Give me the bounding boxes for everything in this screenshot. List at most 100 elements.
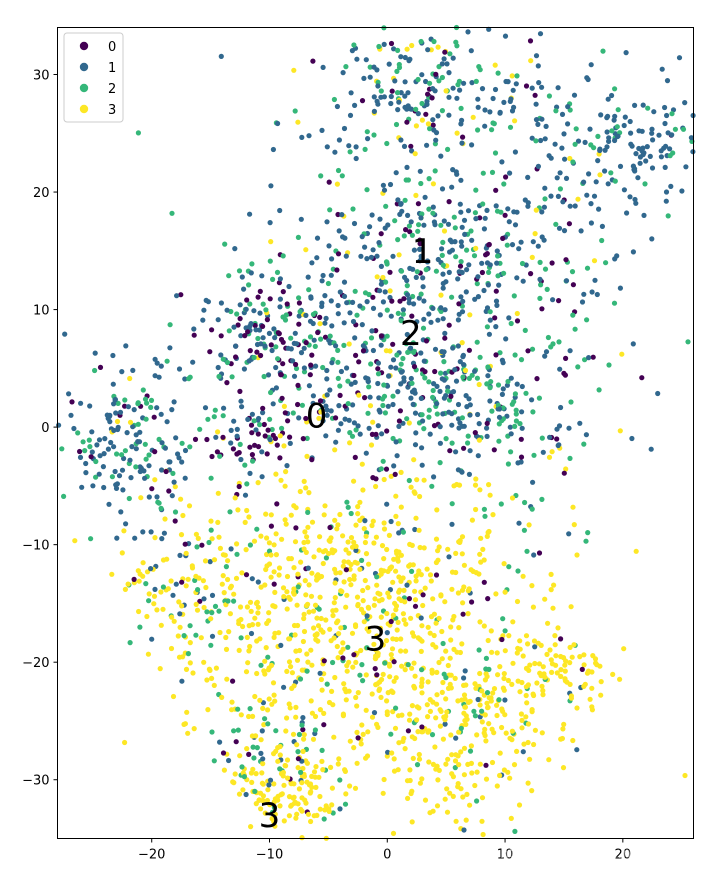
data-point-class-3 <box>351 573 357 579</box>
data-point-class-0 <box>233 354 239 360</box>
data-point-class-3 <box>416 568 422 574</box>
data-point-class-0 <box>406 596 412 602</box>
data-point-class-1 <box>231 418 237 424</box>
data-point-class-1 <box>83 470 89 476</box>
data-point-class-2 <box>608 170 614 176</box>
data-point-class-2 <box>581 441 587 447</box>
data-point-class-0 <box>334 267 340 273</box>
data-point-class-2 <box>443 436 449 442</box>
data-point-class-1 <box>461 423 467 429</box>
data-point-class-0 <box>485 596 491 602</box>
data-point-class-0 <box>407 229 413 235</box>
data-point-class-1 <box>533 53 540 59</box>
data-point-class-3 <box>146 591 152 597</box>
data-point-class-1 <box>388 100 394 107</box>
data-point-class-3 <box>453 550 459 557</box>
data-point-class-3 <box>461 772 467 778</box>
data-point-class-1 <box>450 389 457 395</box>
data-point-class-1 <box>456 269 462 275</box>
data-point-class-2 <box>486 269 492 275</box>
data-point-class-0 <box>152 449 158 455</box>
data-point-class-1 <box>662 120 668 127</box>
data-point-class-3 <box>314 631 320 638</box>
data-point-class-0 <box>375 366 381 372</box>
data-point-class-2 <box>283 312 289 318</box>
data-point-class-1 <box>320 418 326 424</box>
data-point-class-3 <box>390 830 397 837</box>
data-point-class-2 <box>234 551 240 557</box>
data-point-class-1 <box>327 387 333 393</box>
data-point-class-2 <box>567 455 573 461</box>
data-point-class-3 <box>523 665 530 672</box>
data-point-class-2 <box>384 140 390 147</box>
data-point-class-3 <box>253 801 259 807</box>
data-point-class-3 <box>305 811 312 817</box>
data-point-class-2 <box>556 339 562 345</box>
data-point-class-3 <box>536 661 543 667</box>
data-point-class-1 <box>459 469 465 475</box>
data-point-class-1 <box>501 99 507 105</box>
data-point-class-2 <box>169 210 175 216</box>
data-point-class-3 <box>234 541 240 547</box>
data-point-class-1 <box>547 434 553 440</box>
data-point-class-3 <box>422 585 428 591</box>
data-point-class-3 <box>354 760 360 766</box>
data-point-class-1 <box>371 64 377 70</box>
data-point-class-2 <box>537 295 543 301</box>
data-point-class-2 <box>126 495 132 502</box>
data-point-class-0 <box>461 445 467 451</box>
data-point-class-3 <box>352 785 359 791</box>
data-point-class-2 <box>550 341 556 347</box>
data-point-class-3 <box>237 753 243 759</box>
data-point-class-3 <box>263 511 269 517</box>
data-point-class-3 <box>440 679 446 686</box>
data-point-class-3 <box>454 130 460 136</box>
data-point-class-3 <box>428 578 434 584</box>
data-point-class-3 <box>433 715 439 721</box>
data-point-class-0 <box>255 294 261 300</box>
data-point-class-1 <box>557 170 563 176</box>
data-point-class-2 <box>127 640 133 646</box>
data-point-class-1 <box>123 343 129 349</box>
data-point-class-1 <box>465 208 472 214</box>
data-point-class-0 <box>405 728 411 734</box>
data-point-class-0 <box>466 347 472 353</box>
data-point-class-3 <box>452 675 458 682</box>
data-point-class-3 <box>473 245 479 251</box>
y-tick-label: 0 <box>41 421 49 436</box>
data-point-class-1 <box>346 143 352 149</box>
data-point-class-1 <box>358 253 364 259</box>
data-point-class-2 <box>672 126 679 132</box>
data-point-class-3 <box>264 535 270 541</box>
data-point-class-1 <box>125 404 131 410</box>
data-point-class-3 <box>343 689 349 695</box>
data-point-class-3 <box>346 659 352 665</box>
data-point-class-3 <box>456 482 463 488</box>
data-point-class-3 <box>271 781 277 787</box>
data-point-class-1 <box>398 201 404 207</box>
data-point-class-3 <box>195 535 201 542</box>
data-point-class-2 <box>405 177 411 183</box>
data-point-class-2 <box>367 64 373 70</box>
data-point-class-2 <box>209 729 215 735</box>
data-point-class-1 <box>390 401 396 408</box>
data-point-class-2 <box>512 423 518 429</box>
data-point-class-3 <box>340 713 346 719</box>
data-point-class-2 <box>495 273 501 279</box>
data-point-class-3 <box>558 736 564 742</box>
data-point-class-2 <box>596 387 602 393</box>
data-point-class-3 <box>371 641 377 647</box>
data-point-class-1 <box>612 137 618 144</box>
data-point-class-3 <box>271 569 277 575</box>
data-point-class-3 <box>263 566 269 573</box>
data-point-class-3 <box>478 559 484 565</box>
data-point-class-1 <box>535 243 541 249</box>
data-point-class-2 <box>538 282 544 288</box>
data-point-class-1 <box>508 375 514 381</box>
data-point-class-3 <box>584 670 591 676</box>
data-point-class-0 <box>264 451 270 457</box>
data-point-class-3 <box>252 615 258 621</box>
data-point-class-3 <box>563 658 569 664</box>
data-point-class-3 <box>393 493 399 499</box>
data-point-class-0 <box>307 372 313 378</box>
